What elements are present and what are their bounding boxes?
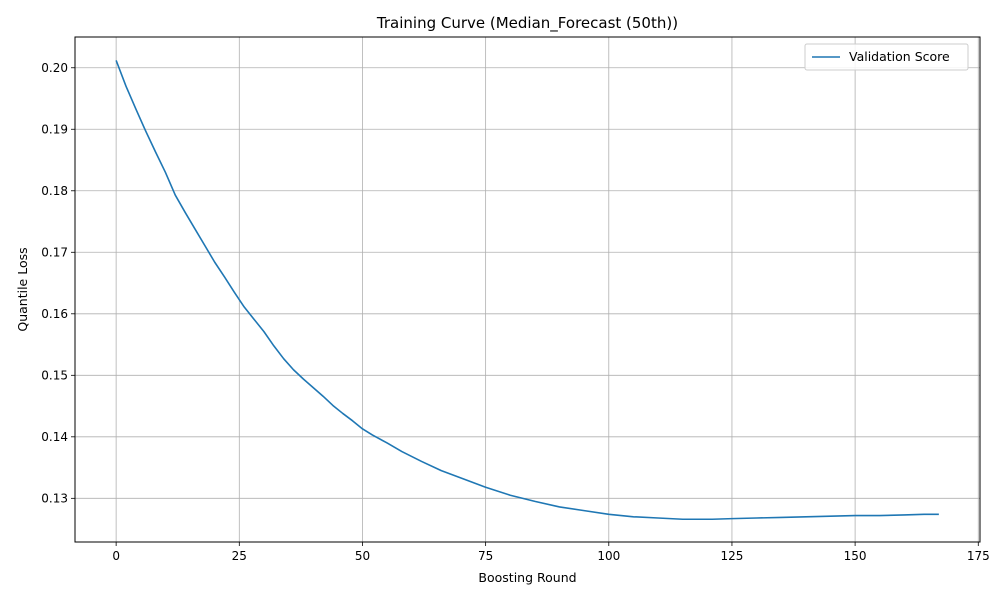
y-tick-label: 0.20 <box>41 61 68 75</box>
y-axis-label: Quantile Loss <box>15 247 30 331</box>
y-tick-label: 0.13 <box>41 491 68 505</box>
y-tick-label: 0.17 <box>41 245 68 259</box>
y-tick-label: 0.16 <box>41 307 68 321</box>
x-tick-label: 25 <box>232 549 247 563</box>
legend-box <box>804 43 969 71</box>
chart-title: Training Curve (Median_Forecast (50th)) <box>376 14 678 33</box>
y-tick-label: 0.18 <box>41 184 68 198</box>
x-tick-label: 150 <box>844 549 867 563</box>
x-tick-label: 50 <box>355 549 370 563</box>
y-axis-ticks: 0.13 0.14 0.15 0.16 0.17 0.18 0.19 0.20 <box>41 61 75 505</box>
x-tick-label: 75 <box>478 549 493 563</box>
x-tick-label: 0 <box>112 549 120 563</box>
x-tick-label: 175 <box>967 549 990 563</box>
series-line-validation-score <box>115 60 939 521</box>
y-tick-label: 0.19 <box>41 122 68 136</box>
series-layer <box>115 60 939 521</box>
x-tick-label: 100 <box>597 549 620 563</box>
x-axis-ticks: 0 25 50 75 100 125 150 175 <box>112 542 990 563</box>
plot-frame <box>74 36 981 543</box>
y-tick-label: 0.15 <box>41 368 68 382</box>
x-axis-label: Boosting Round <box>478 570 576 585</box>
legend: Validation Score <box>804 43 969 71</box>
grid <box>75 37 980 542</box>
x-tick-label: 125 <box>720 549 743 563</box>
y-tick-label: 0.14 <box>41 430 68 444</box>
legend-label-validation-score: Validation Score <box>849 49 950 64</box>
